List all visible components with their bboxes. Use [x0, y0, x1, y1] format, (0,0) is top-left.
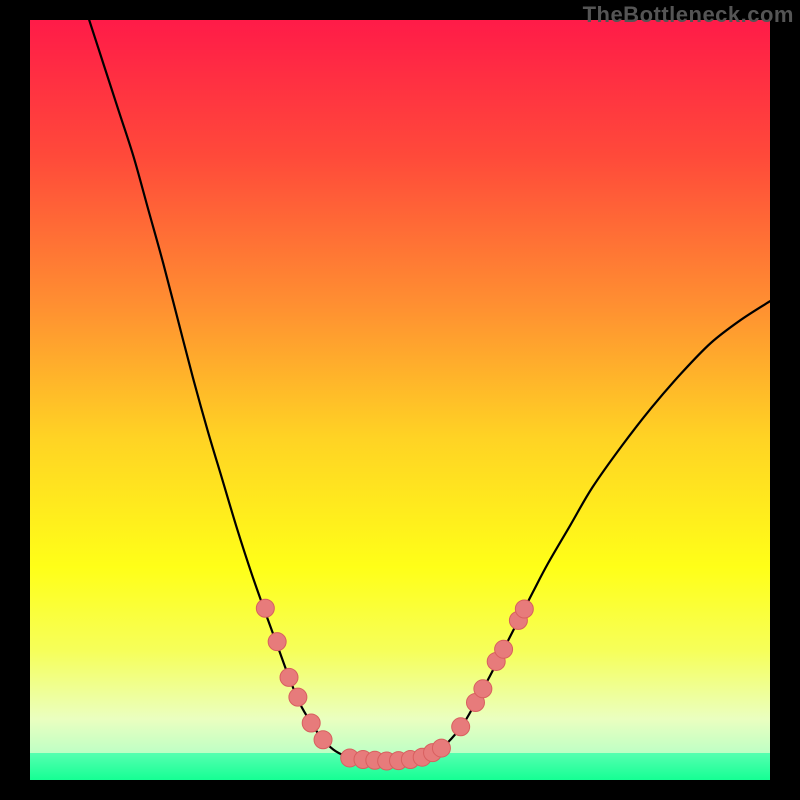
data-marker [452, 718, 470, 736]
bottleneck-curve [89, 20, 770, 761]
data-marker [515, 600, 533, 618]
data-marker [302, 714, 320, 732]
data-marker [314, 731, 332, 749]
chart-frame: TheBottleneck.com [0, 0, 800, 800]
attribution-watermark: TheBottleneck.com [583, 2, 794, 28]
curve-layer [30, 20, 770, 780]
data-marker [432, 739, 450, 757]
data-marker [280, 668, 298, 686]
plot-area [30, 20, 770, 780]
data-marker [289, 688, 307, 706]
data-marker [268, 633, 286, 651]
data-marker [256, 599, 274, 617]
data-marker [495, 640, 513, 658]
data-marker [474, 680, 492, 698]
